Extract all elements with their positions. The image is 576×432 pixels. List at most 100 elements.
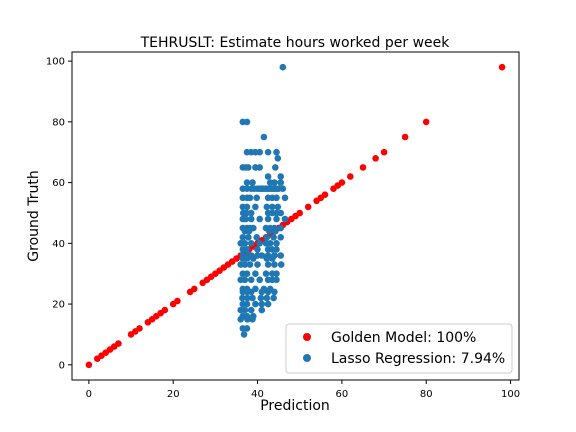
golden-point [338, 179, 346, 186]
golden-point [304, 203, 312, 211]
points-layer [85, 63, 506, 369]
lasso-point [277, 252, 285, 259]
lasso-point [243, 209, 250, 217]
x-tick-label: 20 [167, 389, 180, 400]
golden-point [296, 209, 304, 217]
lasso-point [253, 194, 260, 202]
golden-point [161, 306, 169, 314]
lasso-point [270, 294, 277, 302]
lasso-point [264, 288, 272, 296]
lasso-point [279, 63, 287, 71]
lasso-point [237, 316, 244, 323]
lasso-point [273, 148, 280, 156]
lasso-point [243, 118, 251, 126]
lasso-point [270, 234, 277, 241]
legend-label-lasso: Lasso Regression: 7.94% [331, 351, 505, 367]
x-tick-label: 0 [86, 389, 92, 400]
lasso-point [258, 252, 266, 259]
lasso-point [277, 234, 285, 241]
lasso-point [247, 306, 255, 314]
lasso-point [258, 306, 266, 314]
lasso-point [241, 306, 249, 314]
lasso-point [262, 270, 270, 278]
x-axis-label: Prediction [260, 398, 330, 414]
lasso-point [249, 316, 256, 323]
lasso-point [246, 194, 254, 202]
lasso-point [241, 276, 249, 284]
legend-box [285, 323, 513, 374]
lasso-point [247, 240, 255, 247]
lasso-point [274, 155, 282, 162]
y-axis-label: Ground Truth [26, 170, 42, 261]
lasso-point [256, 276, 264, 284]
lasso-point [240, 331, 248, 338]
lasso-point [266, 227, 273, 235]
lasso-point [247, 215, 255, 223]
chart-title: TEHRUSLT: Estimate hours worked per week [140, 35, 451, 51]
golden-point [372, 155, 379, 162]
golden-point [115, 340, 122, 347]
lasso-point [277, 173, 285, 180]
lasso-point [252, 270, 259, 278]
lasso-point [243, 203, 251, 211]
y-tick-label: 20 [52, 300, 65, 311]
lasso-point [242, 215, 249, 223]
lasso-point [264, 300, 272, 308]
golden-point [359, 164, 367, 171]
lasso-point [253, 234, 260, 241]
lasso-point [272, 227, 279, 235]
lasso-point [263, 294, 271, 302]
lasso-point [266, 240, 274, 247]
lasso-point [277, 224, 285, 232]
lasso-point [245, 234, 252, 241]
lasso-point [241, 261, 249, 268]
golden-point [136, 325, 143, 332]
lasso-point [245, 227, 253, 235]
lasso-point [273, 270, 280, 278]
x-tick-label: 100 [501, 389, 520, 400]
lasso-point [244, 316, 251, 323]
lasso-point [243, 255, 251, 262]
lasso-point [272, 164, 279, 171]
lasso-point [244, 294, 251, 302]
lasso-point [269, 255, 276, 262]
lasso-point [277, 179, 285, 186]
legend-marker-lasso [303, 354, 311, 362]
x-tick-label: 60 [336, 389, 349, 400]
lasso-point [277, 261, 285, 268]
axes-frame [71, 51, 520, 381]
lasso-point [243, 148, 251, 156]
legend: Golden Model: 100% Lasso Regression: 7.9… [285, 323, 513, 374]
lasso-point [271, 261, 278, 268]
lasso-point [258, 288, 266, 296]
lasso-point [239, 294, 246, 302]
lasso-point [273, 246, 280, 253]
lasso-point [246, 261, 254, 268]
lasso-point [264, 173, 272, 180]
ticks-layer: 0 20 40 60 80 100 0 20 40 60 80 100 [46, 57, 520, 400]
y-tick-label: 0 [59, 360, 65, 371]
lasso-point [243, 246, 251, 253]
lasso-point [274, 203, 282, 211]
y-tick-label: 80 [52, 117, 65, 128]
lasso-point [256, 240, 264, 247]
lasso-point [254, 261, 261, 268]
lasso-point [252, 148, 259, 156]
lasso-point [264, 215, 272, 223]
lasso-point [273, 240, 280, 247]
golden-point [191, 285, 198, 293]
lasso-point [254, 246, 261, 253]
lasso-point [257, 294, 265, 302]
lasso-point [249, 179, 256, 186]
lasso-point [281, 215, 289, 223]
lasso-point [273, 215, 280, 223]
lasso-point [263, 203, 271, 211]
golden-point [498, 63, 506, 71]
lasso-point [264, 148, 272, 156]
lasso-point [269, 203, 276, 211]
y-tick-label: 60 [52, 178, 65, 189]
lasso-point [252, 300, 259, 308]
lasso-point [245, 164, 252, 171]
lasso-point [247, 288, 255, 296]
lasso-point [249, 294, 256, 302]
